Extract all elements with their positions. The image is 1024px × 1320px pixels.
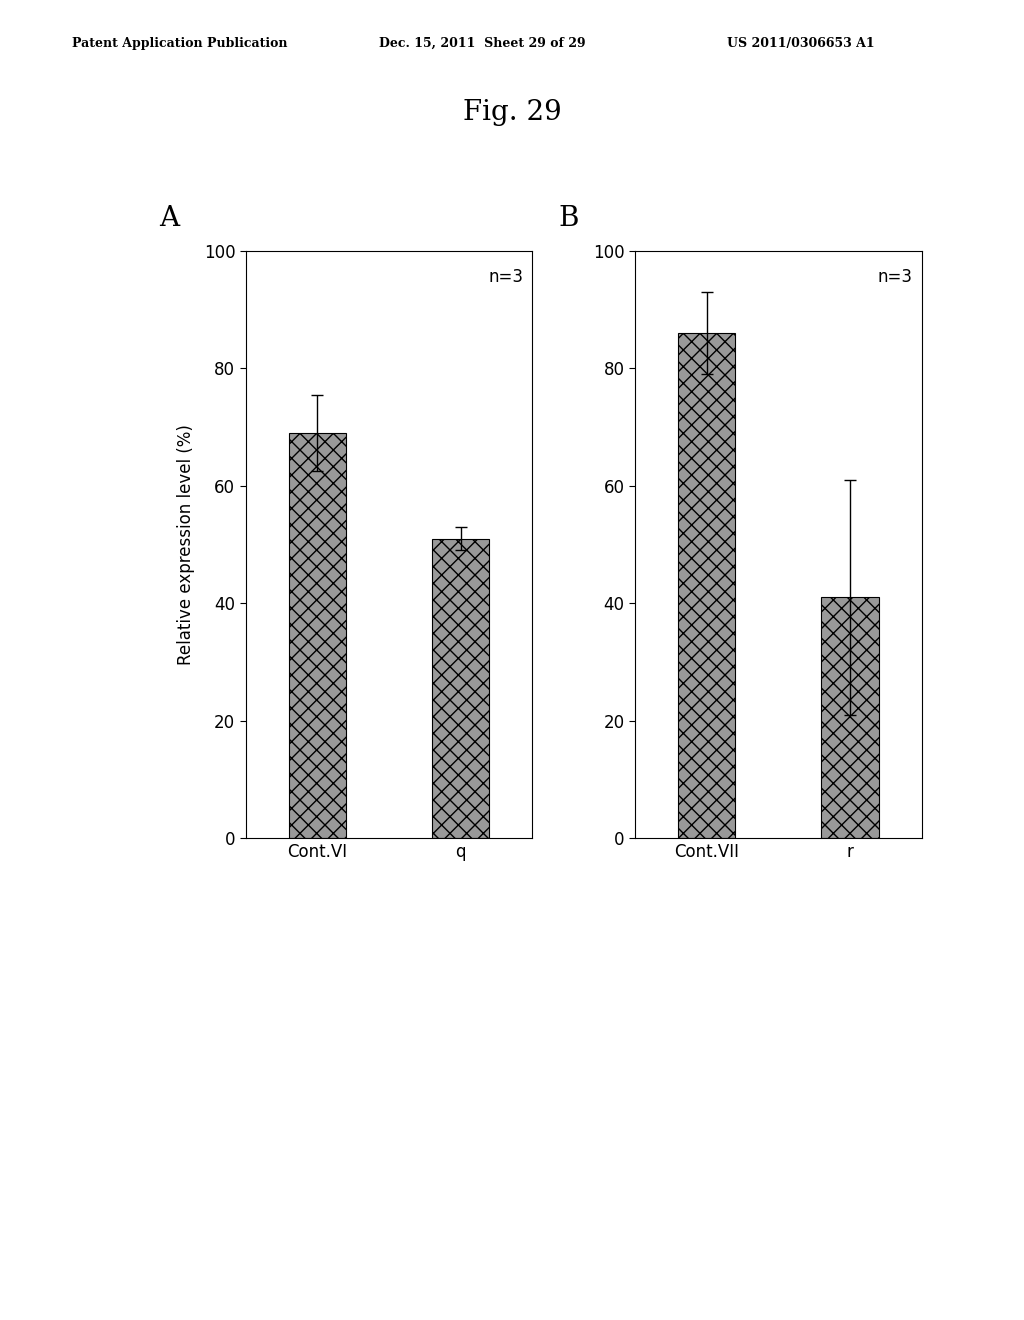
Text: n=3: n=3 xyxy=(878,268,913,286)
Text: B: B xyxy=(558,205,579,231)
Text: US 2011/0306653 A1: US 2011/0306653 A1 xyxy=(727,37,874,50)
Text: Patent Application Publication: Patent Application Publication xyxy=(72,37,287,50)
Text: Dec. 15, 2011  Sheet 29 of 29: Dec. 15, 2011 Sheet 29 of 29 xyxy=(379,37,586,50)
Y-axis label: Relative expression level (%): Relative expression level (%) xyxy=(177,424,196,665)
Text: Fig. 29: Fig. 29 xyxy=(463,99,561,125)
Text: n=3: n=3 xyxy=(488,268,524,286)
Bar xyxy=(821,598,879,838)
Bar xyxy=(289,433,346,838)
Text: A: A xyxy=(159,205,179,231)
Bar xyxy=(678,333,735,838)
Bar xyxy=(432,539,489,838)
